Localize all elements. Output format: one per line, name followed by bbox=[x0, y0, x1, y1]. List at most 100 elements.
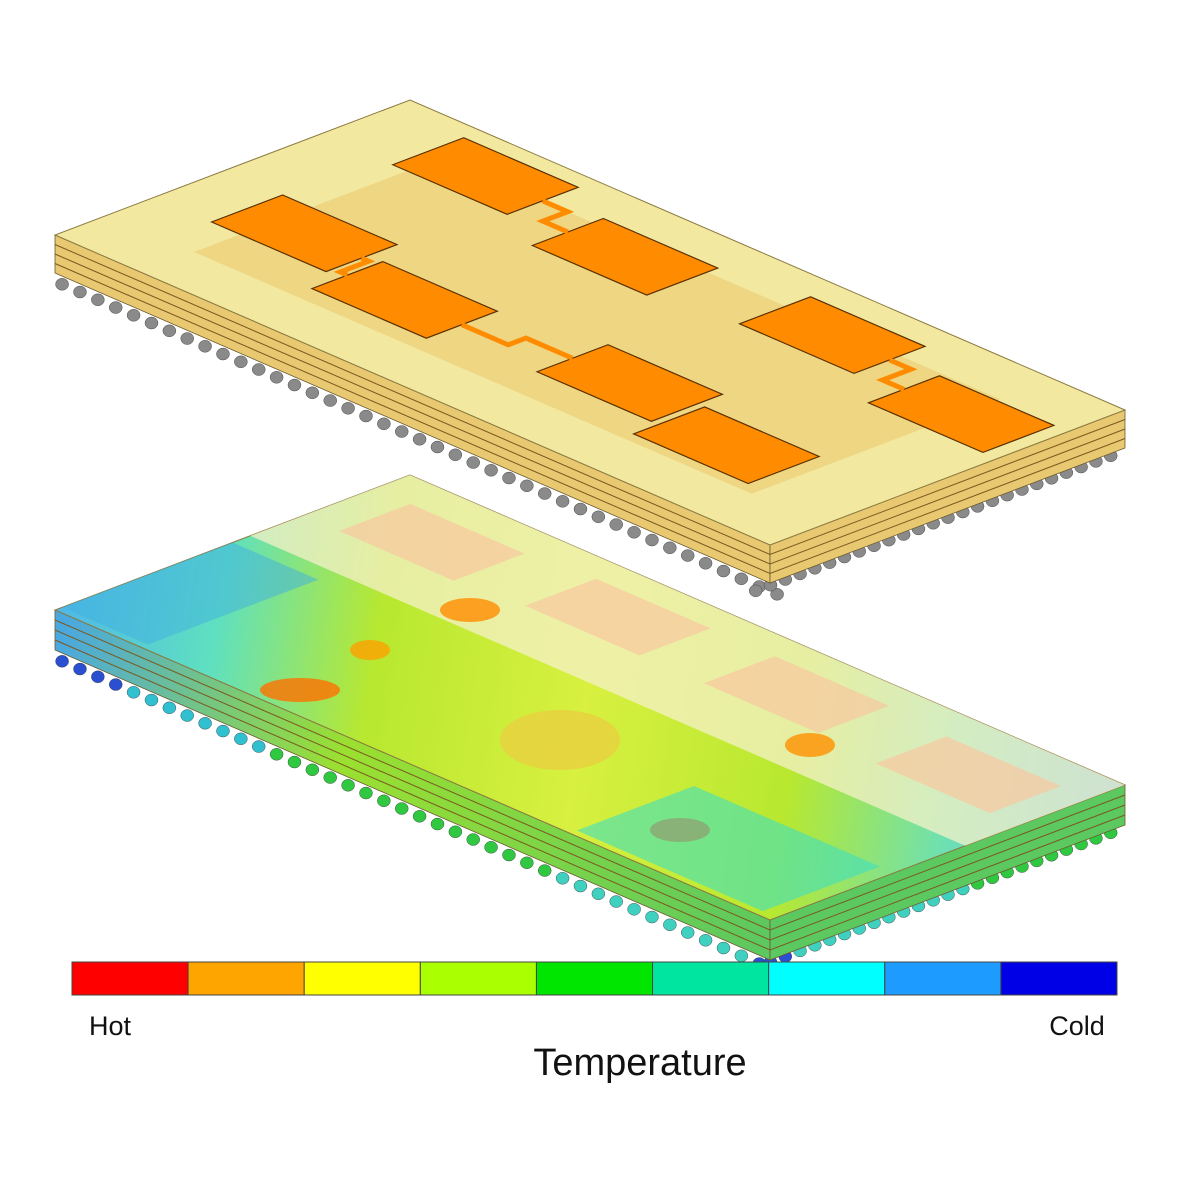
solder-ball bbox=[252, 363, 266, 376]
solder-ball bbox=[55, 655, 69, 668]
solder-ball bbox=[144, 316, 159, 330]
solder-ball bbox=[484, 464, 498, 477]
solder-ball bbox=[395, 425, 409, 438]
solder-ball bbox=[377, 417, 391, 430]
solder-ball bbox=[234, 355, 248, 368]
hot-label: Hot bbox=[89, 1011, 132, 1041]
antenna-patch bbox=[866, 375, 1056, 454]
solder-ball bbox=[180, 332, 194, 345]
color-swatch bbox=[303, 961, 421, 996]
hotspot bbox=[260, 678, 340, 702]
solder-ball bbox=[555, 872, 570, 885]
color-swatch bbox=[884, 961, 1002, 996]
solder-ball bbox=[734, 572, 749, 585]
color-swatch bbox=[1000, 961, 1118, 996]
solder-ball bbox=[466, 456, 480, 469]
inner-layer bbox=[194, 157, 1001, 494]
solder-ball bbox=[502, 471, 516, 485]
feed-line bbox=[460, 322, 574, 361]
solder-ball bbox=[109, 301, 123, 314]
solder-ball bbox=[287, 378, 302, 392]
hotspot bbox=[440, 598, 500, 622]
solder-ball bbox=[591, 510, 606, 523]
solder-ball bbox=[716, 941, 731, 955]
antenna-patch bbox=[738, 296, 927, 375]
solder-ball bbox=[216, 724, 230, 738]
solder-ball bbox=[770, 588, 784, 601]
solder-ball bbox=[73, 662, 87, 676]
hotspot bbox=[785, 733, 835, 757]
legend: Hot Cold Temperature bbox=[71, 961, 1118, 1084]
feed-line bbox=[333, 255, 376, 278]
solder-ball bbox=[645, 910, 659, 924]
solder-ball bbox=[716, 564, 731, 578]
layer-line bbox=[54, 244, 1126, 556]
solder-ball bbox=[305, 386, 320, 399]
solder-ball bbox=[305, 763, 320, 776]
solder-ball bbox=[749, 584, 763, 597]
layer-line bbox=[54, 629, 1126, 941]
color-swatch bbox=[768, 961, 886, 996]
solder-ball bbox=[55, 278, 69, 291]
solder-ball bbox=[287, 755, 302, 769]
solder-ball bbox=[341, 779, 355, 792]
legend-title: Temperature bbox=[533, 1042, 746, 1084]
solder-ball bbox=[144, 693, 159, 707]
solder-ball bbox=[162, 701, 177, 714]
solder-ball bbox=[663, 918, 677, 931]
boards bbox=[53, 99, 1127, 978]
solder-ball bbox=[448, 825, 463, 838]
solder-ball bbox=[269, 371, 284, 384]
color-swatch bbox=[652, 961, 770, 996]
solder-ball bbox=[698, 934, 713, 947]
solder-ball bbox=[73, 285, 87, 299]
solder-ball bbox=[538, 864, 552, 877]
antenna-patch bbox=[391, 137, 580, 215]
solder-ball bbox=[698, 557, 713, 570]
solder-ball bbox=[573, 502, 588, 516]
color-swatch bbox=[187, 961, 305, 996]
solder-ball bbox=[555, 495, 570, 508]
solder-ball bbox=[109, 678, 123, 691]
solder-ball bbox=[126, 309, 141, 322]
solder-ball bbox=[180, 709, 194, 722]
ghost-patch bbox=[703, 656, 890, 733]
solder-ball bbox=[520, 856, 534, 869]
solder-ball bbox=[198, 340, 212, 353]
antenna-patch bbox=[310, 260, 499, 339]
color-scale bbox=[71, 961, 1118, 996]
solder-ball bbox=[359, 409, 373, 423]
color-swatch bbox=[419, 961, 537, 996]
solder-ball bbox=[502, 848, 516, 862]
solder-ball bbox=[734, 949, 749, 962]
solder-ball bbox=[359, 786, 373, 800]
layer-line bbox=[54, 619, 1126, 931]
solder-ball bbox=[412, 810, 427, 823]
color-swatch bbox=[71, 961, 189, 996]
solder-ball bbox=[681, 549, 695, 562]
layer-line bbox=[54, 263, 1126, 575]
solder-ball bbox=[645, 533, 659, 547]
solder-ball bbox=[91, 293, 105, 306]
solder-ball bbox=[323, 771, 337, 784]
solder-ball bbox=[430, 440, 445, 454]
layer-line bbox=[54, 253, 1126, 565]
solder-ball bbox=[538, 487, 552, 500]
solder-ball bbox=[573, 879, 588, 893]
solder-ball bbox=[609, 895, 623, 908]
cool-region bbox=[576, 785, 880, 912]
solder-ball bbox=[591, 887, 606, 900]
cold-label: Cold bbox=[1049, 1011, 1105, 1041]
solder-ball bbox=[609, 518, 623, 531]
solder-ball bbox=[234, 732, 248, 745]
solder-ball bbox=[252, 740, 266, 753]
antenna-patch bbox=[632, 406, 821, 485]
feed-line bbox=[536, 198, 575, 235]
solder-ball bbox=[627, 903, 641, 916]
hotspot bbox=[350, 640, 390, 660]
solder-ball bbox=[466, 833, 480, 846]
solder-ball bbox=[395, 802, 409, 815]
solder-ball bbox=[448, 448, 463, 461]
